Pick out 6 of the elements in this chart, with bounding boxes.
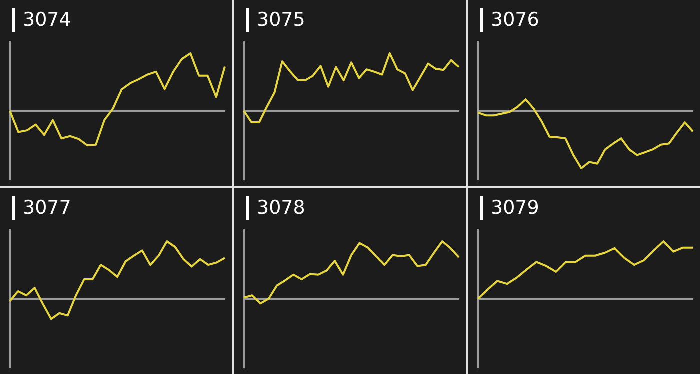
chart-title: 3078 <box>246 196 306 220</box>
chart-title: 3076 <box>480 8 540 32</box>
chart-title: 3074 <box>12 8 72 32</box>
chart-title: 3077 <box>12 196 72 220</box>
chart-title: 3079 <box>480 196 540 220</box>
chart-title: 3075 <box>246 8 306 32</box>
